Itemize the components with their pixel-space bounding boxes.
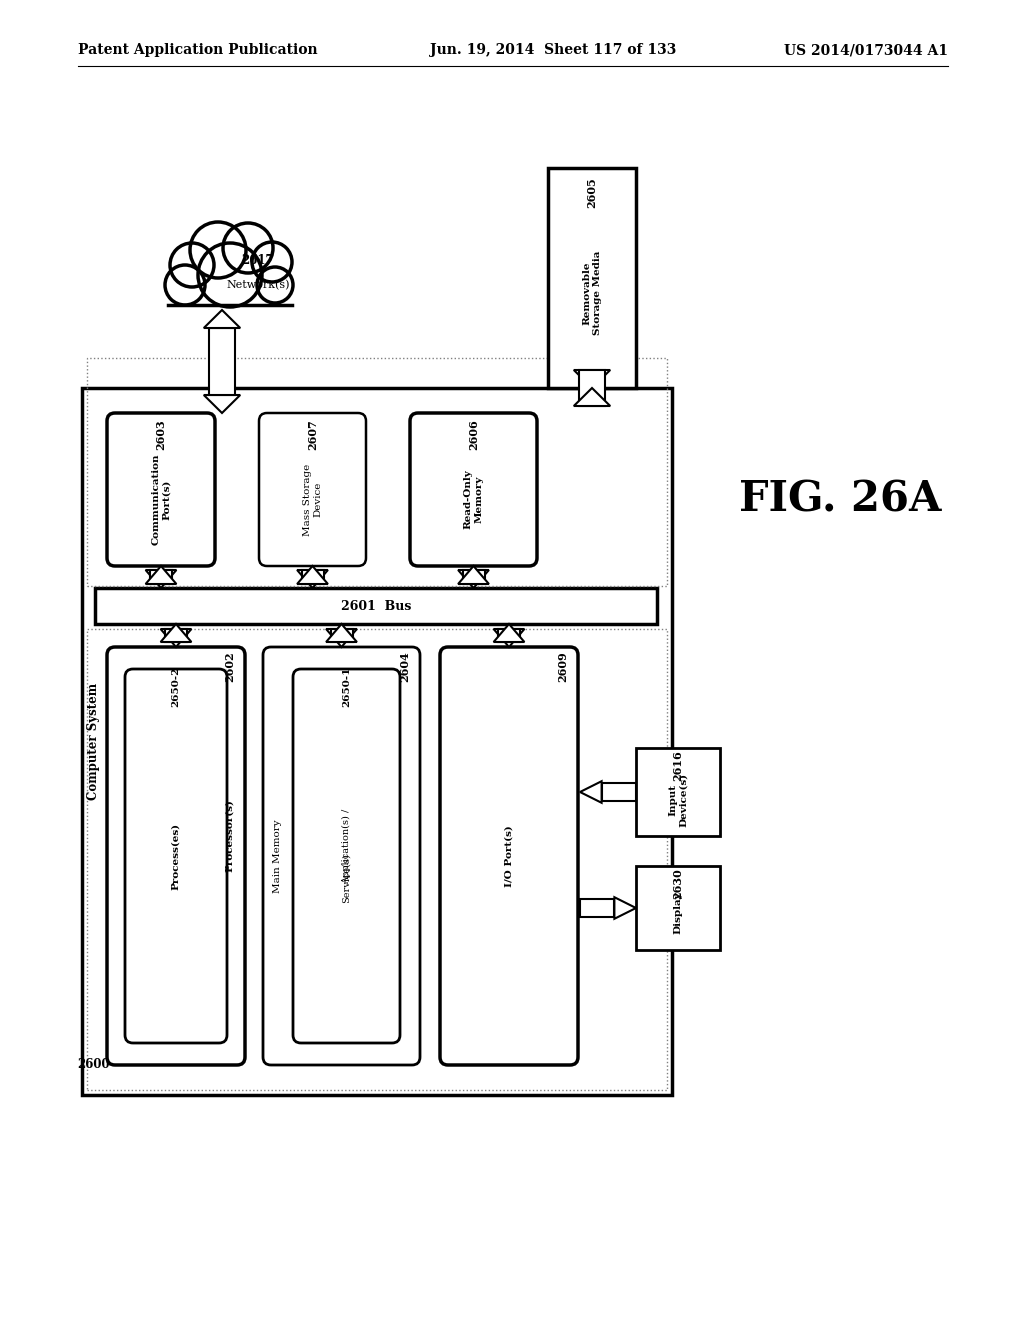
Text: 2606: 2606: [468, 420, 479, 450]
Text: 2617: 2617: [242, 253, 274, 267]
FancyBboxPatch shape: [106, 413, 215, 566]
FancyBboxPatch shape: [125, 669, 227, 1043]
Polygon shape: [145, 566, 176, 583]
Text: Computer System: Computer System: [87, 682, 100, 800]
Polygon shape: [204, 395, 241, 413]
Text: 2630: 2630: [673, 869, 683, 899]
Polygon shape: [297, 566, 328, 583]
Bar: [548, 168, 636, 388]
FancyBboxPatch shape: [293, 669, 400, 1043]
Text: Patent Application Publication: Patent Application Publication: [78, 44, 317, 57]
Circle shape: [165, 265, 205, 305]
Text: Input
Device(s): Input Device(s): [669, 774, 688, 828]
Text: Network(s): Network(s): [226, 280, 290, 290]
Polygon shape: [161, 624, 191, 642]
Polygon shape: [458, 566, 488, 583]
Circle shape: [198, 243, 262, 308]
Bar: [602, 783, 636, 801]
Bar: [580, 899, 614, 917]
Text: 2616: 2616: [673, 751, 683, 781]
Polygon shape: [326, 624, 357, 642]
Circle shape: [190, 222, 246, 279]
Bar: [95, 587, 657, 624]
Text: I/O Port(s): I/O Port(s): [505, 825, 513, 887]
Text: FIG. 26A: FIG. 26A: [738, 479, 941, 521]
Bar: [165, 630, 187, 642]
FancyBboxPatch shape: [440, 647, 578, 1065]
Circle shape: [257, 267, 293, 304]
Bar: [87, 630, 667, 1090]
Bar: [636, 748, 720, 836]
Text: Read-Only
Memory: Read-Only Memory: [464, 470, 483, 529]
Text: 2650-1: 2650-1: [342, 667, 351, 708]
Text: Communication
Port(s): Communication Port(s): [152, 454, 171, 545]
Circle shape: [252, 242, 292, 282]
Polygon shape: [494, 624, 524, 642]
Bar: [463, 570, 484, 583]
Polygon shape: [458, 570, 488, 587]
Text: Process(es): Process(es): [171, 822, 180, 890]
Circle shape: [170, 243, 214, 286]
Text: Jun. 19, 2014  Sheet 117 of 133: Jun. 19, 2014 Sheet 117 of 133: [430, 44, 677, 57]
Text: Service(s): Service(s): [342, 853, 351, 903]
Bar: [498, 630, 520, 642]
Bar: [150, 570, 172, 583]
FancyBboxPatch shape: [106, 647, 245, 1065]
Text: Display: Display: [674, 892, 683, 935]
Polygon shape: [614, 898, 636, 919]
Text: 2607: 2607: [307, 420, 318, 450]
Polygon shape: [494, 630, 524, 647]
Text: 2609: 2609: [557, 652, 568, 682]
Text: Main Memory: Main Memory: [272, 820, 282, 892]
Text: 2602: 2602: [224, 652, 236, 682]
Text: 2604: 2604: [399, 652, 411, 682]
Circle shape: [223, 223, 273, 273]
FancyBboxPatch shape: [259, 413, 366, 566]
Text: 2601  Bus: 2601 Bus: [341, 599, 412, 612]
Text: 2650-2: 2650-2: [171, 667, 180, 708]
Bar: [331, 630, 352, 642]
Text: Mass Storage
Device: Mass Storage Device: [303, 463, 323, 536]
Polygon shape: [161, 630, 191, 647]
Polygon shape: [297, 570, 328, 587]
Text: US 2014/0173044 A1: US 2014/0173044 A1: [784, 44, 948, 57]
Bar: [636, 866, 720, 950]
Bar: [579, 370, 605, 407]
Text: 2605: 2605: [587, 178, 597, 209]
Polygon shape: [573, 370, 610, 388]
Text: Processor(s): Processor(s): [225, 800, 234, 873]
Bar: [87, 358, 667, 586]
Text: Removable
Storage Media: Removable Storage Media: [583, 251, 602, 335]
Bar: [301, 570, 324, 583]
Polygon shape: [580, 781, 602, 803]
FancyBboxPatch shape: [410, 413, 537, 566]
Polygon shape: [204, 310, 241, 327]
Text: Application(s) /: Application(s) /: [342, 808, 351, 883]
Polygon shape: [573, 388, 610, 407]
Bar: [167, 275, 293, 305]
Bar: [209, 327, 234, 395]
Bar: [82, 388, 672, 1096]
Polygon shape: [326, 630, 357, 647]
Text: 2603: 2603: [156, 420, 167, 450]
Polygon shape: [145, 570, 176, 587]
Text: 2600: 2600: [78, 1059, 111, 1072]
FancyBboxPatch shape: [263, 647, 420, 1065]
